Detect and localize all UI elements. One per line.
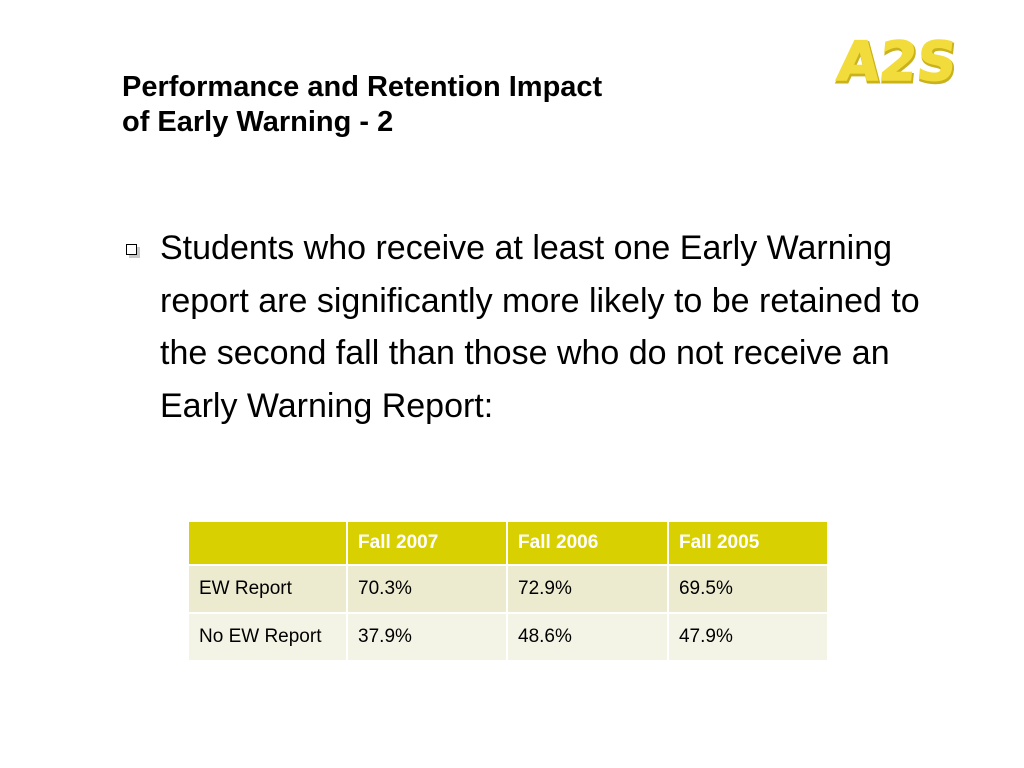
table-header-cell-fall-2007: Fall 2007 (346, 520, 509, 566)
table-cell: 70.3% (346, 564, 509, 614)
a2s-logo-text: A2S (835, 30, 960, 92)
table-header-row: Fall 2007 Fall 2006 Fall 2005 (186, 520, 830, 566)
a2s-logo: A2S A2S (834, 29, 962, 92)
table-cell: 72.9% (506, 564, 669, 614)
slide-title-line-1: Performance and Retention Impact (122, 71, 603, 103)
table-row: EW Report 70.3% 72.9% 69.5% (186, 564, 830, 614)
table-cell: EW Report (186, 564, 349, 614)
a2s-logo-shadow: A2S (836, 32, 961, 92)
table-cell: 37.9% (346, 612, 509, 662)
table-cell: 47.9% (666, 612, 830, 662)
bullet-item-text: Students who receive at least one Early … (160, 229, 920, 425)
table-cell: 69.5% (666, 564, 830, 614)
table-header-cell-fall-2005: Fall 2005 (666, 520, 830, 566)
slide-title-line-2: of Early Warning - 2 (122, 106, 394, 138)
table-row: No EW Report 37.9% 48.6% 47.9% (186, 612, 830, 662)
table-header-cell-fall-2006: Fall 2006 (506, 520, 669, 566)
square-bullet-icon (126, 244, 140, 258)
table-header-cell-empty (186, 520, 349, 566)
table-cell: No EW Report (186, 612, 349, 662)
slide-title: Performance and Retention Impact of Earl… (122, 70, 822, 140)
table-cell: 48.6% (506, 612, 669, 662)
retention-table: Fall 2007 Fall 2006 Fall 2005 EW Report … (186, 520, 830, 662)
